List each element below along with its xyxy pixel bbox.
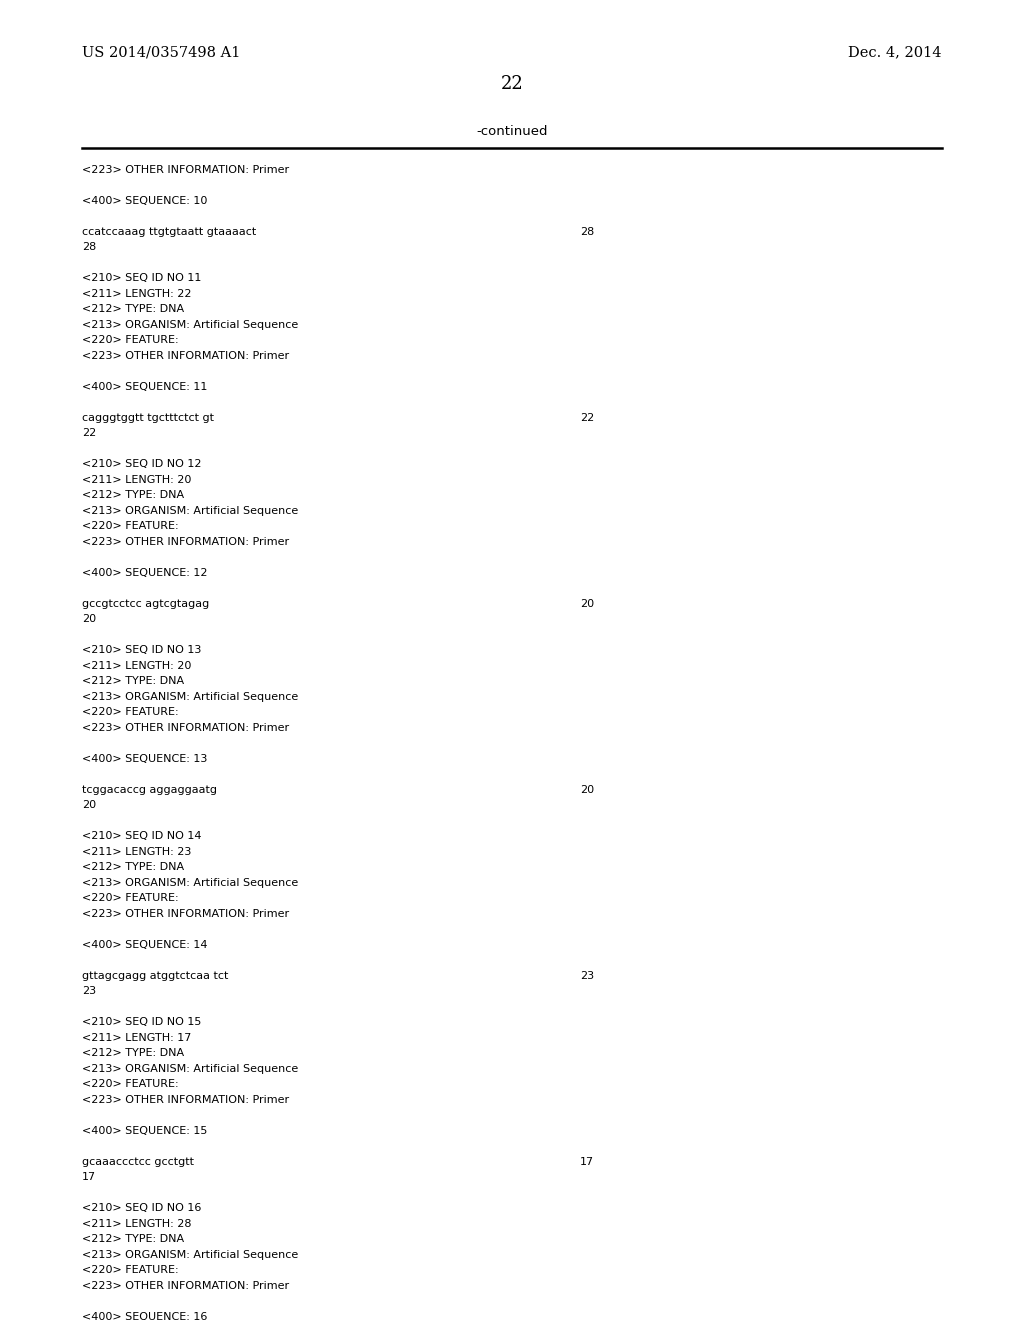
Text: <400> SEQUENCE: 15: <400> SEQUENCE: 15 [82, 1126, 208, 1137]
Text: <213> ORGANISM: Artificial Sequence: <213> ORGANISM: Artificial Sequence [82, 506, 298, 516]
Text: <400> SEQUENCE: 14: <400> SEQUENCE: 14 [82, 940, 208, 950]
Text: <211> LENGTH: 20: <211> LENGTH: 20 [82, 661, 191, 671]
Text: <223> OTHER INFORMATION: Primer: <223> OTHER INFORMATION: Primer [82, 165, 289, 176]
Text: 28: 28 [82, 243, 96, 252]
Text: <212> TYPE: DNA: <212> TYPE: DNA [82, 491, 184, 500]
Text: <220> FEATURE:: <220> FEATURE: [82, 894, 178, 903]
Text: <213> ORGANISM: Artificial Sequence: <213> ORGANISM: Artificial Sequence [82, 1250, 298, 1261]
Text: tcggacaccg aggaggaatg: tcggacaccg aggaggaatg [82, 785, 217, 795]
Text: gttagcgagg atggtctcaa tct: gttagcgagg atggtctcaa tct [82, 972, 228, 981]
Text: <213> ORGANISM: Artificial Sequence: <213> ORGANISM: Artificial Sequence [82, 319, 298, 330]
Text: Dec. 4, 2014: Dec. 4, 2014 [849, 45, 942, 59]
Text: <212> TYPE: DNA: <212> TYPE: DNA [82, 305, 184, 314]
Text: 20: 20 [580, 785, 594, 795]
Text: US 2014/0357498 A1: US 2014/0357498 A1 [82, 45, 241, 59]
Text: 23: 23 [82, 986, 96, 997]
Text: 20: 20 [82, 800, 96, 810]
Text: <211> LENGTH: 22: <211> LENGTH: 22 [82, 289, 191, 300]
Text: 20: 20 [82, 615, 96, 624]
Text: <212> TYPE: DNA: <212> TYPE: DNA [82, 862, 184, 873]
Text: <211> LENGTH: 23: <211> LENGTH: 23 [82, 847, 191, 857]
Text: <212> TYPE: DNA: <212> TYPE: DNA [82, 1234, 184, 1245]
Text: -continued: -continued [476, 125, 548, 139]
Text: gcaaaccctcc gcctgtt: gcaaaccctcc gcctgtt [82, 1158, 194, 1167]
Text: 22: 22 [501, 75, 523, 92]
Text: <400> SEQUENCE: 11: <400> SEQUENCE: 11 [82, 381, 208, 392]
Text: <220> FEATURE:: <220> FEATURE: [82, 1266, 178, 1275]
Text: cagggtggtt tgctttctct gt: cagggtggtt tgctttctct gt [82, 413, 214, 422]
Text: <210> SEQ ID NO 13: <210> SEQ ID NO 13 [82, 645, 202, 656]
Text: <400> SEQUENCE: 10: <400> SEQUENCE: 10 [82, 195, 208, 206]
Text: <220> FEATURE:: <220> FEATURE: [82, 521, 178, 532]
Text: 22: 22 [82, 429, 96, 438]
Text: <223> OTHER INFORMATION: Primer: <223> OTHER INFORMATION: Primer [82, 1280, 289, 1291]
Text: <211> LENGTH: 17: <211> LENGTH: 17 [82, 1034, 191, 1043]
Text: 20: 20 [580, 599, 594, 609]
Text: <223> OTHER INFORMATION: Primer: <223> OTHER INFORMATION: Primer [82, 909, 289, 919]
Text: <210> SEQ ID NO 11: <210> SEQ ID NO 11 [82, 273, 202, 284]
Text: gccgtcctcc agtcgtagag: gccgtcctcc agtcgtagag [82, 599, 209, 609]
Text: <400> SEQUENCE: 13: <400> SEQUENCE: 13 [82, 754, 208, 764]
Text: 28: 28 [580, 227, 594, 238]
Text: <210> SEQ ID NO 14: <210> SEQ ID NO 14 [82, 832, 202, 841]
Text: <400> SEQUENCE: 16: <400> SEQUENCE: 16 [82, 1312, 208, 1320]
Text: 17: 17 [82, 1172, 96, 1183]
Text: <223> OTHER INFORMATION: Primer: <223> OTHER INFORMATION: Primer [82, 723, 289, 733]
Text: <220> FEATURE:: <220> FEATURE: [82, 708, 178, 718]
Text: <220> FEATURE:: <220> FEATURE: [82, 335, 178, 346]
Text: <211> LENGTH: 28: <211> LENGTH: 28 [82, 1218, 191, 1229]
Text: <212> TYPE: DNA: <212> TYPE: DNA [82, 676, 184, 686]
Text: <223> OTHER INFORMATION: Primer: <223> OTHER INFORMATION: Primer [82, 537, 289, 546]
Text: ccatccaaag ttgtgtaatt gtaaaact: ccatccaaag ttgtgtaatt gtaaaact [82, 227, 256, 238]
Text: <212> TYPE: DNA: <212> TYPE: DNA [82, 1048, 184, 1059]
Text: <223> OTHER INFORMATION: Primer: <223> OTHER INFORMATION: Primer [82, 1096, 289, 1105]
Text: <210> SEQ ID NO 15: <210> SEQ ID NO 15 [82, 1018, 202, 1027]
Text: <220> FEATURE:: <220> FEATURE: [82, 1080, 178, 1089]
Text: <210> SEQ ID NO 12: <210> SEQ ID NO 12 [82, 459, 202, 470]
Text: 23: 23 [580, 972, 594, 981]
Text: <213> ORGANISM: Artificial Sequence: <213> ORGANISM: Artificial Sequence [82, 1064, 298, 1074]
Text: <213> ORGANISM: Artificial Sequence: <213> ORGANISM: Artificial Sequence [82, 878, 298, 888]
Text: <210> SEQ ID NO 16: <210> SEQ ID NO 16 [82, 1204, 202, 1213]
Text: 17: 17 [580, 1158, 594, 1167]
Text: <223> OTHER INFORMATION: Primer: <223> OTHER INFORMATION: Primer [82, 351, 289, 360]
Text: 22: 22 [580, 413, 594, 422]
Text: <213> ORGANISM: Artificial Sequence: <213> ORGANISM: Artificial Sequence [82, 692, 298, 702]
Text: <211> LENGTH: 20: <211> LENGTH: 20 [82, 475, 191, 484]
Text: <400> SEQUENCE: 12: <400> SEQUENCE: 12 [82, 568, 208, 578]
